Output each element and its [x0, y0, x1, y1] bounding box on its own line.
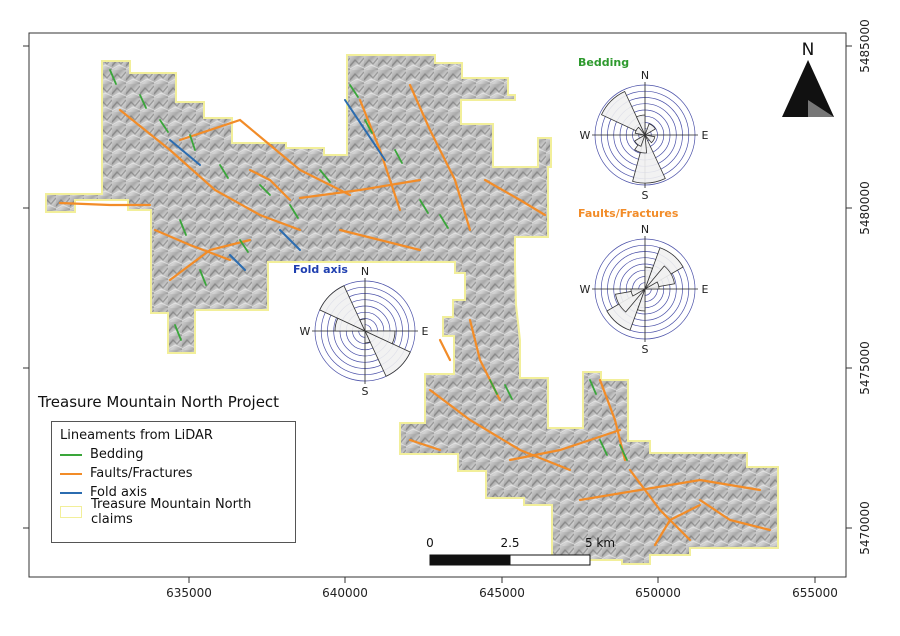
legend-item-faults: Faults/Fractures	[60, 464, 287, 483]
rose-petal	[319, 285, 366, 332]
legend-label-fold-axis: Fold axis	[90, 485, 148, 500]
faults-fractures-layer	[58, 83, 772, 547]
legend-swatch-claims	[60, 505, 82, 518]
bedding-layer	[109, 69, 628, 461]
y-axis-ticks: 5485000 5480000 5475000 5470000	[23, 19, 872, 555]
x-tick-label: 640000	[322, 586, 368, 600]
rose-petal	[632, 133, 666, 184]
rose-direction-label: S	[362, 385, 369, 398]
rose-petal	[634, 134, 646, 147]
legend-item-bedding: Bedding	[60, 445, 287, 464]
legend-item-fold-axis: Fold axis	[60, 483, 287, 502]
legend-swatch-fold-axis	[60, 491, 82, 494]
rose-direction-label: E	[702, 129, 709, 142]
y-tick-label: 5480000	[858, 181, 872, 234]
legend-label-bedding: Bedding	[90, 447, 144, 462]
rose-direction-label: N	[361, 265, 369, 278]
rose-direction-label: W	[580, 283, 591, 296]
legend-swatch-bedding	[60, 453, 82, 456]
rose-direction-label: E	[702, 283, 709, 296]
rose-petal	[364, 330, 411, 377]
x-tick-label: 635000	[166, 586, 212, 600]
rose-petal	[359, 318, 366, 332]
rose-title: Fold axis	[293, 263, 348, 276]
rose-petal	[630, 288, 647, 297]
north-arrow: N	[782, 40, 834, 117]
rose-diagrams: N E S W Bedding N E S W Faults/Fractures N E S W Fold …	[293, 56, 709, 398]
rose-direction-label: S	[642, 343, 649, 356]
rose-petal	[634, 126, 647, 136]
rose-direction-label: E	[422, 325, 429, 338]
rose-diagram: N E S W Bedding	[578, 56, 709, 202]
scale-label-0: 0	[426, 536, 434, 550]
rose-petal	[643, 265, 675, 290]
legend-label-faults: Faults/Fractures	[90, 466, 193, 481]
rose-direction-label: W	[580, 129, 591, 142]
rose-direction-label: N	[641, 223, 649, 236]
claims-polygon	[45, 54, 779, 565]
x-tick-label: 655000	[792, 586, 838, 600]
rose-direction-label: S	[642, 189, 649, 202]
rose-petal	[643, 134, 656, 144]
scale-label-2-5: 2.5	[500, 536, 519, 550]
rose-petal	[334, 317, 366, 332]
rose-petal	[643, 281, 660, 290]
rose-petal	[364, 330, 396, 345]
rose-direction-label: N	[641, 69, 649, 82]
y-tick-label: 5470000	[858, 501, 872, 554]
scale-label-5km: 5 km	[585, 536, 615, 550]
legend: Lineaments from LiDAR Bedding Faults/Fra…	[51, 421, 296, 543]
rose-direction-label: W	[300, 325, 311, 338]
north-label: N	[802, 40, 815, 60]
x-tick-label: 650000	[635, 586, 681, 600]
rose-title: Faults/Fractures	[578, 207, 679, 220]
y-tick-label: 5485000	[858, 19, 872, 72]
rose-petal	[635, 114, 646, 136]
project-title: Treasure Mountain North Project	[38, 393, 280, 411]
rose-petal	[644, 123, 656, 136]
rose-petal	[600, 90, 646, 136]
legend-title: Lineaments from LiDAR	[60, 428, 213, 443]
rose-diagram: N E S W Faults/Fractures	[578, 207, 709, 356]
rose-petal	[644, 266, 654, 290]
legend-label-claims: Treasure Mountain North claims	[91, 496, 252, 527]
fold-axis-layer	[169, 99, 386, 271]
x-tick-label: 645000	[479, 586, 525, 600]
y-tick-label: 5475000	[858, 341, 872, 394]
rose-petal	[364, 330, 371, 344]
legend-swatch-faults	[60, 472, 82, 475]
x-axis-ticks: 635000 640000 645000 650000 655000	[166, 577, 838, 600]
rose-petal	[615, 288, 647, 313]
legend-item-claims: Treasure Mountain North claims	[60, 497, 287, 527]
rose-petal	[636, 288, 646, 312]
rose-title: Bedding	[578, 56, 629, 69]
scale-bar: 0 2.5 5 km	[426, 536, 615, 566]
rose-diagram: N E S W Fold axis	[293, 263, 429, 398]
